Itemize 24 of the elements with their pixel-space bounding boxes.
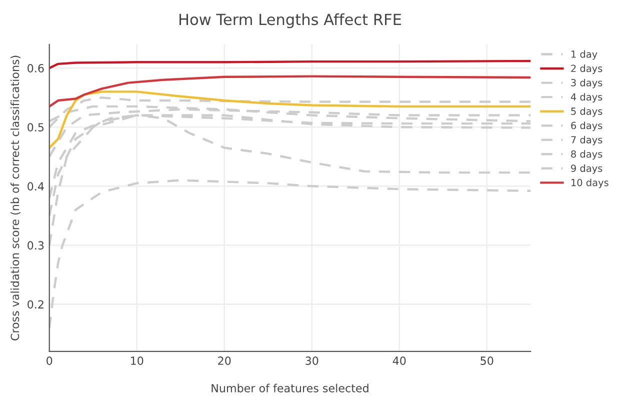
legend-label: 1 day <box>572 50 598 60</box>
x-axis-title: Number of features selected <box>212 384 368 392</box>
x-tick-label: 50 <box>480 356 494 365</box>
legend-label: 7 days <box>571 136 602 146</box>
chart-title: How Term Lengths Affect RFE <box>180 13 401 28</box>
legend-label: 4 days <box>570 93 602 102</box>
legend-label: 5 days <box>571 107 602 117</box>
x-tick-label: 30 <box>306 356 318 365</box>
y-tick-label: 0.3 <box>28 241 44 250</box>
x-tick-label: 40 <box>392 356 406 365</box>
y-tick-label: 0.2 <box>28 300 44 309</box>
y-axis-title: Cross validation score (nb of correct classifications) <box>10 56 20 340</box>
legend-label: 2 days <box>571 64 602 74</box>
y-tick-label: 0.5 <box>28 123 44 132</box>
legend-label: 8 days <box>571 150 602 160</box>
y-tick-label: 0.6 <box>28 64 44 72</box>
legend-label: 3 days <box>571 78 602 88</box>
legend-label: 10 days <box>572 178 608 188</box>
x-tick-label: 0 <box>46 356 52 365</box>
legend-label: 6 days <box>571 122 602 132</box>
legend-label: 9 days <box>571 164 602 174</box>
y-tick-label: 0.4 <box>28 182 44 191</box>
x-tick-label: 20 <box>218 356 231 365</box>
x-tick-label: 10 <box>131 356 144 365</box>
